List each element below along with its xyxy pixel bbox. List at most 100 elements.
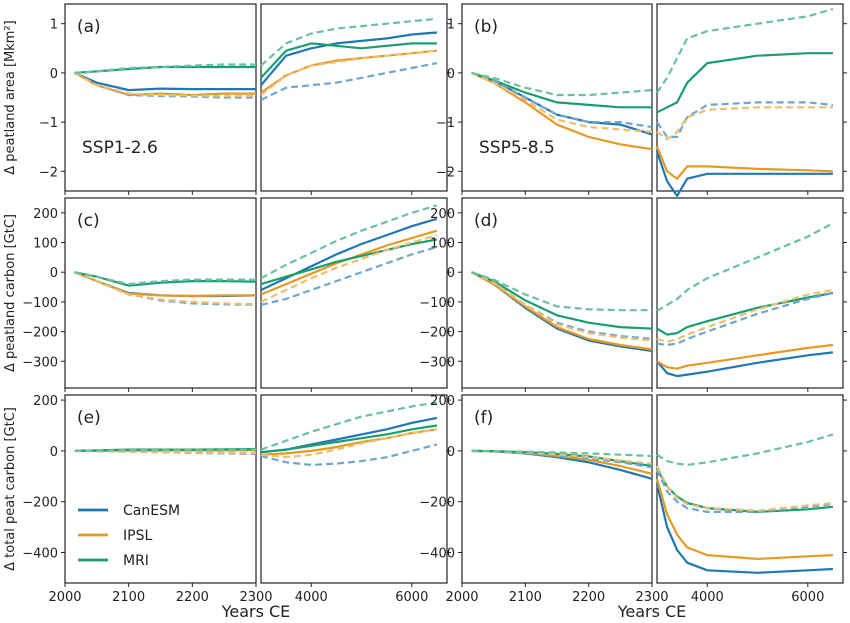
y-tick-label: −300 — [419, 355, 455, 370]
series-line-mri-solid-right — [260, 42, 437, 79]
series-line-mri-solid-right — [656, 291, 834, 336]
series-line-ipsl-dashed-right — [656, 106, 833, 141]
axes-frame-left — [461, 394, 653, 584]
series-line-mri-dashed-right — [260, 401, 438, 451]
series-line-mri-dashed-left — [74, 63, 256, 74]
series-line-ipsl-solid-right — [260, 428, 438, 456]
panel-label: (b) — [474, 17, 498, 37]
panel-e: −400 −200 0 200 2000 2100 2200 2300 4000 6000 (e) Δ… — [3, 394, 451, 605]
scenario-label: SSP5-8.5 — [479, 138, 555, 158]
y-tick-label: 200 — [33, 207, 58, 222]
series-line-ipsl-dashed-right — [656, 288, 834, 344]
series-line-canesm-dashed-right — [656, 101, 834, 138]
panel-label: (a) — [77, 17, 101, 37]
y-tick-label: 1 — [447, 18, 455, 33]
series-line-mri-solid-left — [471, 71, 652, 109]
y-tick-label: 200 — [430, 207, 455, 222]
axes-frame-left — [64, 394, 257, 584]
series-line-canesm-solid-right — [656, 351, 834, 378]
axes-frame-right — [260, 197, 448, 389]
series-line-ipsl-dashed-left — [73, 71, 256, 98]
series-line-ipsl-dashed-right — [260, 234, 438, 303]
y-tick-label: −200 — [22, 326, 58, 341]
series-line-ipsl-solid-right — [260, 49, 438, 94]
axes-frame-right — [656, 197, 844, 389]
y-tick-label: 0 — [447, 67, 455, 82]
x-axis-label: Years CE — [617, 602, 687, 621]
series-line-mri-solid-right — [656, 52, 833, 114]
y-tick-label: −100 — [419, 296, 455, 311]
axes-frame-left — [64, 3, 257, 192]
series-line-ipsl-dashed-right — [260, 428, 438, 459]
series-line-mri-dashed-left — [471, 271, 652, 312]
y-axis-label: Δ peatland carbon [GtC] — [3, 214, 18, 372]
axes-frame-left — [461, 197, 653, 389]
y-tick-label: −1 — [39, 116, 58, 131]
axes-frame-left — [461, 3, 653, 192]
series-line-canesm-dashed-right — [656, 291, 834, 347]
y-tick-label: −400 — [419, 547, 455, 562]
series-line-mri-dashed-right — [656, 222, 834, 312]
panel-label: (f) — [474, 408, 493, 428]
x-tick-label: 2100 — [509, 590, 542, 605]
y-tick-label: 200 — [430, 394, 455, 409]
y-tick-label: −1 — [436, 116, 455, 131]
series-line-canesm-solid-right — [260, 31, 437, 86]
series-line-ipsl-solid-right — [260, 229, 438, 296]
axes-frame-right — [260, 3, 448, 192]
panel-label: (c) — [77, 211, 100, 231]
series-line-mri-solid-right — [260, 238, 438, 286]
series-line-canesm-solid-right — [655, 483, 833, 574]
series-line-mri-dashed-right — [656, 7, 834, 94]
series-line-ipsl-solid-left — [470, 271, 653, 351]
y-tick-label: 100 — [33, 237, 58, 252]
series-line-canesm-solid-left — [74, 71, 256, 92]
series-line-mri-dashed-right — [656, 433, 834, 466]
series-line-mri-dashed-left — [74, 271, 256, 286]
y-tick-label: −200 — [419, 496, 455, 511]
panel-b: −2 −1 0 1 (b) SSP5-8.5 — [436, 3, 847, 197]
series-line-ipsl-dashed-right — [656, 465, 834, 512]
y-tick-label: 0 — [50, 445, 58, 460]
y-tick-label: 0 — [50, 67, 58, 82]
y-tick-label: −200 — [419, 326, 455, 341]
x-tick-label: 2100 — [112, 590, 145, 605]
y-tick-label: −300 — [22, 355, 58, 370]
series-line-ipsl-dashed-left — [471, 271, 653, 342]
y-tick-label: 0 — [447, 445, 455, 460]
x-tick-label: 2200 — [176, 590, 209, 605]
y-tick-label: 100 — [430, 237, 455, 252]
scenario-label: SSP1-2.6 — [82, 138, 158, 158]
y-tick-label: −2 — [39, 165, 58, 180]
x-axis-label: Years CE — [221, 602, 291, 621]
y-tick-label: 200 — [33, 394, 58, 409]
x-tick-label: 2200 — [572, 590, 605, 605]
series-line-ipsl-dashed-right — [260, 49, 438, 96]
series-line-mri-dashed-left — [471, 449, 653, 458]
axes-frame-right — [656, 394, 844, 584]
panel-f: −400 −200 0 200 2000 2100 2200 2300 4000 6000 (f) — [419, 394, 847, 605]
series-line-canesm-dashed-right — [260, 62, 438, 101]
series-line-canesm-dashed-right — [260, 443, 438, 466]
y-axis-label: Δ peatland area [Mkm²] — [3, 20, 18, 174]
legend: CanESM IPSL MRI — [78, 503, 180, 569]
x-tick-label: 6000 — [395, 590, 428, 605]
series-line-canesm-dashed-left — [471, 71, 653, 129]
y-tick-label: 0 — [50, 266, 58, 281]
series-line-mri-dashed-left — [74, 448, 257, 452]
y-tick-label: −200 — [22, 496, 58, 511]
x-tick-label: 2300 — [239, 590, 272, 605]
y-tick-label: −100 — [22, 296, 58, 311]
panel-label: (d) — [474, 211, 498, 231]
x-tick-label: 4000 — [295, 590, 328, 605]
series-line-canesm-dashed-right — [260, 245, 438, 306]
axes-frame-left — [64, 197, 257, 389]
series-line-mri-solid-left — [471, 271, 653, 330]
y-tick-label: −400 — [22, 547, 58, 562]
y-tick-label: 0 — [447, 266, 455, 281]
series-line-ipsl-dashed-left — [74, 271, 257, 306]
series-line-mri-dashed-left — [471, 71, 653, 97]
panel-label: (e) — [77, 408, 101, 428]
series-line-ipsl-dashed-left — [471, 71, 653, 133]
